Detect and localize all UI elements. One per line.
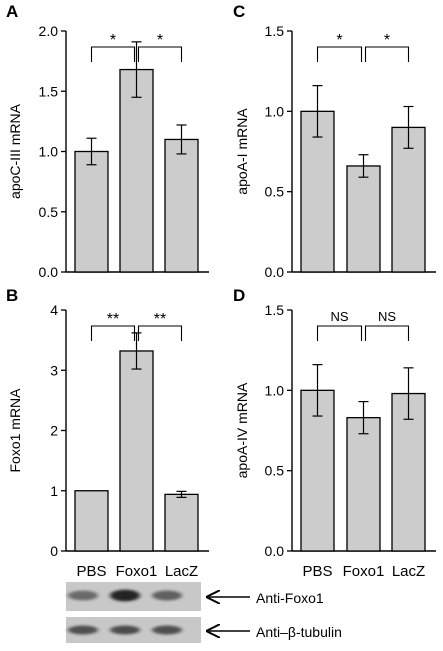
blot-label-foxo1: Anti-Foxo1 <box>256 590 324 606</box>
significance-label: * <box>110 32 116 49</box>
x-labels-d: PBS Foxo1 LacZ <box>302 563 425 580</box>
y-tick-label: 1.5 <box>39 83 59 99</box>
bar-lacz <box>391 126 426 273</box>
y-tick-label: 0 <box>50 543 58 559</box>
blot-band <box>68 625 98 635</box>
bar-lacz <box>164 138 199 273</box>
significance-label: * <box>384 32 390 49</box>
y-tick-label: 1.0 <box>39 144 59 160</box>
y-tick-label: 2.0 <box>39 23 59 39</box>
blot-band <box>110 625 140 635</box>
significance-label: NS <box>378 309 396 324</box>
significance-bracket <box>90 325 136 341</box>
bar-foxo1 <box>346 165 381 273</box>
significance-bracket <box>137 325 183 341</box>
bar-pbs <box>300 389 335 552</box>
significance-label: ** <box>154 311 166 328</box>
blot-strip-tubulin <box>66 617 201 643</box>
y-tick-label: 0.0 <box>265 264 285 280</box>
y-tick-label: 1.5 <box>265 23 285 39</box>
bar-foxo1 <box>346 416 381 552</box>
panel-letter-c: C <box>233 2 245 21</box>
y-axis-label: apoC-III mRNA <box>7 103 23 199</box>
y-tick-label: 1.5 <box>265 302 285 318</box>
x-tick-label: PBS <box>302 563 332 580</box>
bar-pbs <box>74 490 109 552</box>
blot-band <box>152 590 182 601</box>
bar-pbs <box>74 150 109 273</box>
x-tick-label: LacZ <box>392 563 425 580</box>
x-tick-label: PBS <box>76 563 106 580</box>
significance-bracket <box>90 46 136 62</box>
chart-panel-apoa4: 0.0 0.5 1.0 1.5 apoA-IV mRNA NS NS <box>234 302 436 559</box>
y-tick-label: 0.0 <box>39 264 59 280</box>
significance-label: ** <box>107 311 119 328</box>
y-axis-label: Foxo1 mRNA <box>7 388 23 473</box>
y-axis-label: apoA-IV mRNA <box>234 382 250 478</box>
x-tick-label: LacZ <box>165 563 198 580</box>
blot-label-tubulin: Anti–β-tubulin <box>256 624 342 640</box>
bar-lacz <box>164 493 199 552</box>
significance-label: * <box>157 32 163 49</box>
y-tick-label: 1 <box>50 483 58 499</box>
blot-band <box>152 625 182 635</box>
chart-panel-apoa1: 0.0 0.5 1.0 1.5 apoA-I mRNA * * <box>234 23 436 280</box>
bar-foxo1 <box>119 68 154 273</box>
x-labels-b: PBS Foxo1 LacZ <box>76 563 198 580</box>
chart-panel-apoc3: 0.0 0.5 1.0 1.5 2.0 apoC-III mRNA * * <box>7 23 209 280</box>
y-tick-label: 0.5 <box>39 204 59 220</box>
y-tick-label: 0.0 <box>265 543 285 559</box>
panel-letter-d: D <box>233 286 245 305</box>
y-tick-label: 1.0 <box>265 382 285 398</box>
significance-label: * <box>336 32 342 49</box>
bar-foxo1 <box>119 350 154 552</box>
y-tick-label: 1.0 <box>265 103 285 119</box>
chart-panel-foxo1: 0 1 2 3 4 Foxo1 mRNA ** ** <box>7 302 209 559</box>
significance-bracket <box>316 46 363 62</box>
significance-bracket <box>137 46 183 62</box>
y-axis-label: apoA-I mRNA <box>234 108 250 195</box>
y-tick-label: 2 <box>50 423 58 439</box>
significance-bracket <box>364 325 410 341</box>
y-tick-label: 0.5 <box>265 463 285 479</box>
western-blot: Anti-Foxo1 Anti–β-tubulin <box>66 582 342 643</box>
y-tick-label: 4 <box>50 302 58 318</box>
significance-bracket <box>316 325 363 341</box>
x-tick-label: Foxo1 <box>116 563 158 580</box>
blot-band <box>68 590 98 601</box>
panel-letter-b: B <box>6 286 18 305</box>
significance-label: NS <box>330 309 348 324</box>
significance-bracket <box>364 46 410 62</box>
panel-letter-a: A <box>6 2 18 21</box>
y-tick-label: 0.5 <box>265 184 285 200</box>
blot-strip-foxo1 <box>66 582 201 611</box>
y-tick-label: 3 <box>50 362 58 378</box>
x-tick-label: Foxo1 <box>343 563 385 580</box>
blot-band <box>110 589 140 602</box>
